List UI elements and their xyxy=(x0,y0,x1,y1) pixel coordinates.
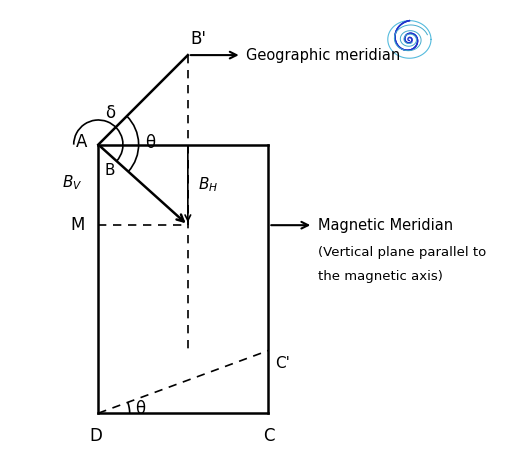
Text: M: M xyxy=(71,216,85,234)
Text: the magnetic axis): the magnetic axis) xyxy=(317,270,442,283)
Text: C': C' xyxy=(275,356,290,371)
Text: A: A xyxy=(76,133,87,152)
Text: θ: θ xyxy=(135,400,145,418)
Text: C: C xyxy=(263,427,274,445)
Text: B': B' xyxy=(190,30,206,48)
Text: Geographic meridian: Geographic meridian xyxy=(246,48,400,63)
Text: B: B xyxy=(104,163,115,178)
Text: (Vertical plane parallel to: (Vertical plane parallel to xyxy=(317,245,486,258)
Text: D: D xyxy=(90,427,102,445)
Text: θ: θ xyxy=(145,134,155,152)
Text: $B_H$: $B_H$ xyxy=(198,175,218,194)
Text: Magnetic Meridian: Magnetic Meridian xyxy=(317,218,453,233)
Text: $B_V$: $B_V$ xyxy=(62,173,82,192)
Text: δ: δ xyxy=(105,104,115,122)
